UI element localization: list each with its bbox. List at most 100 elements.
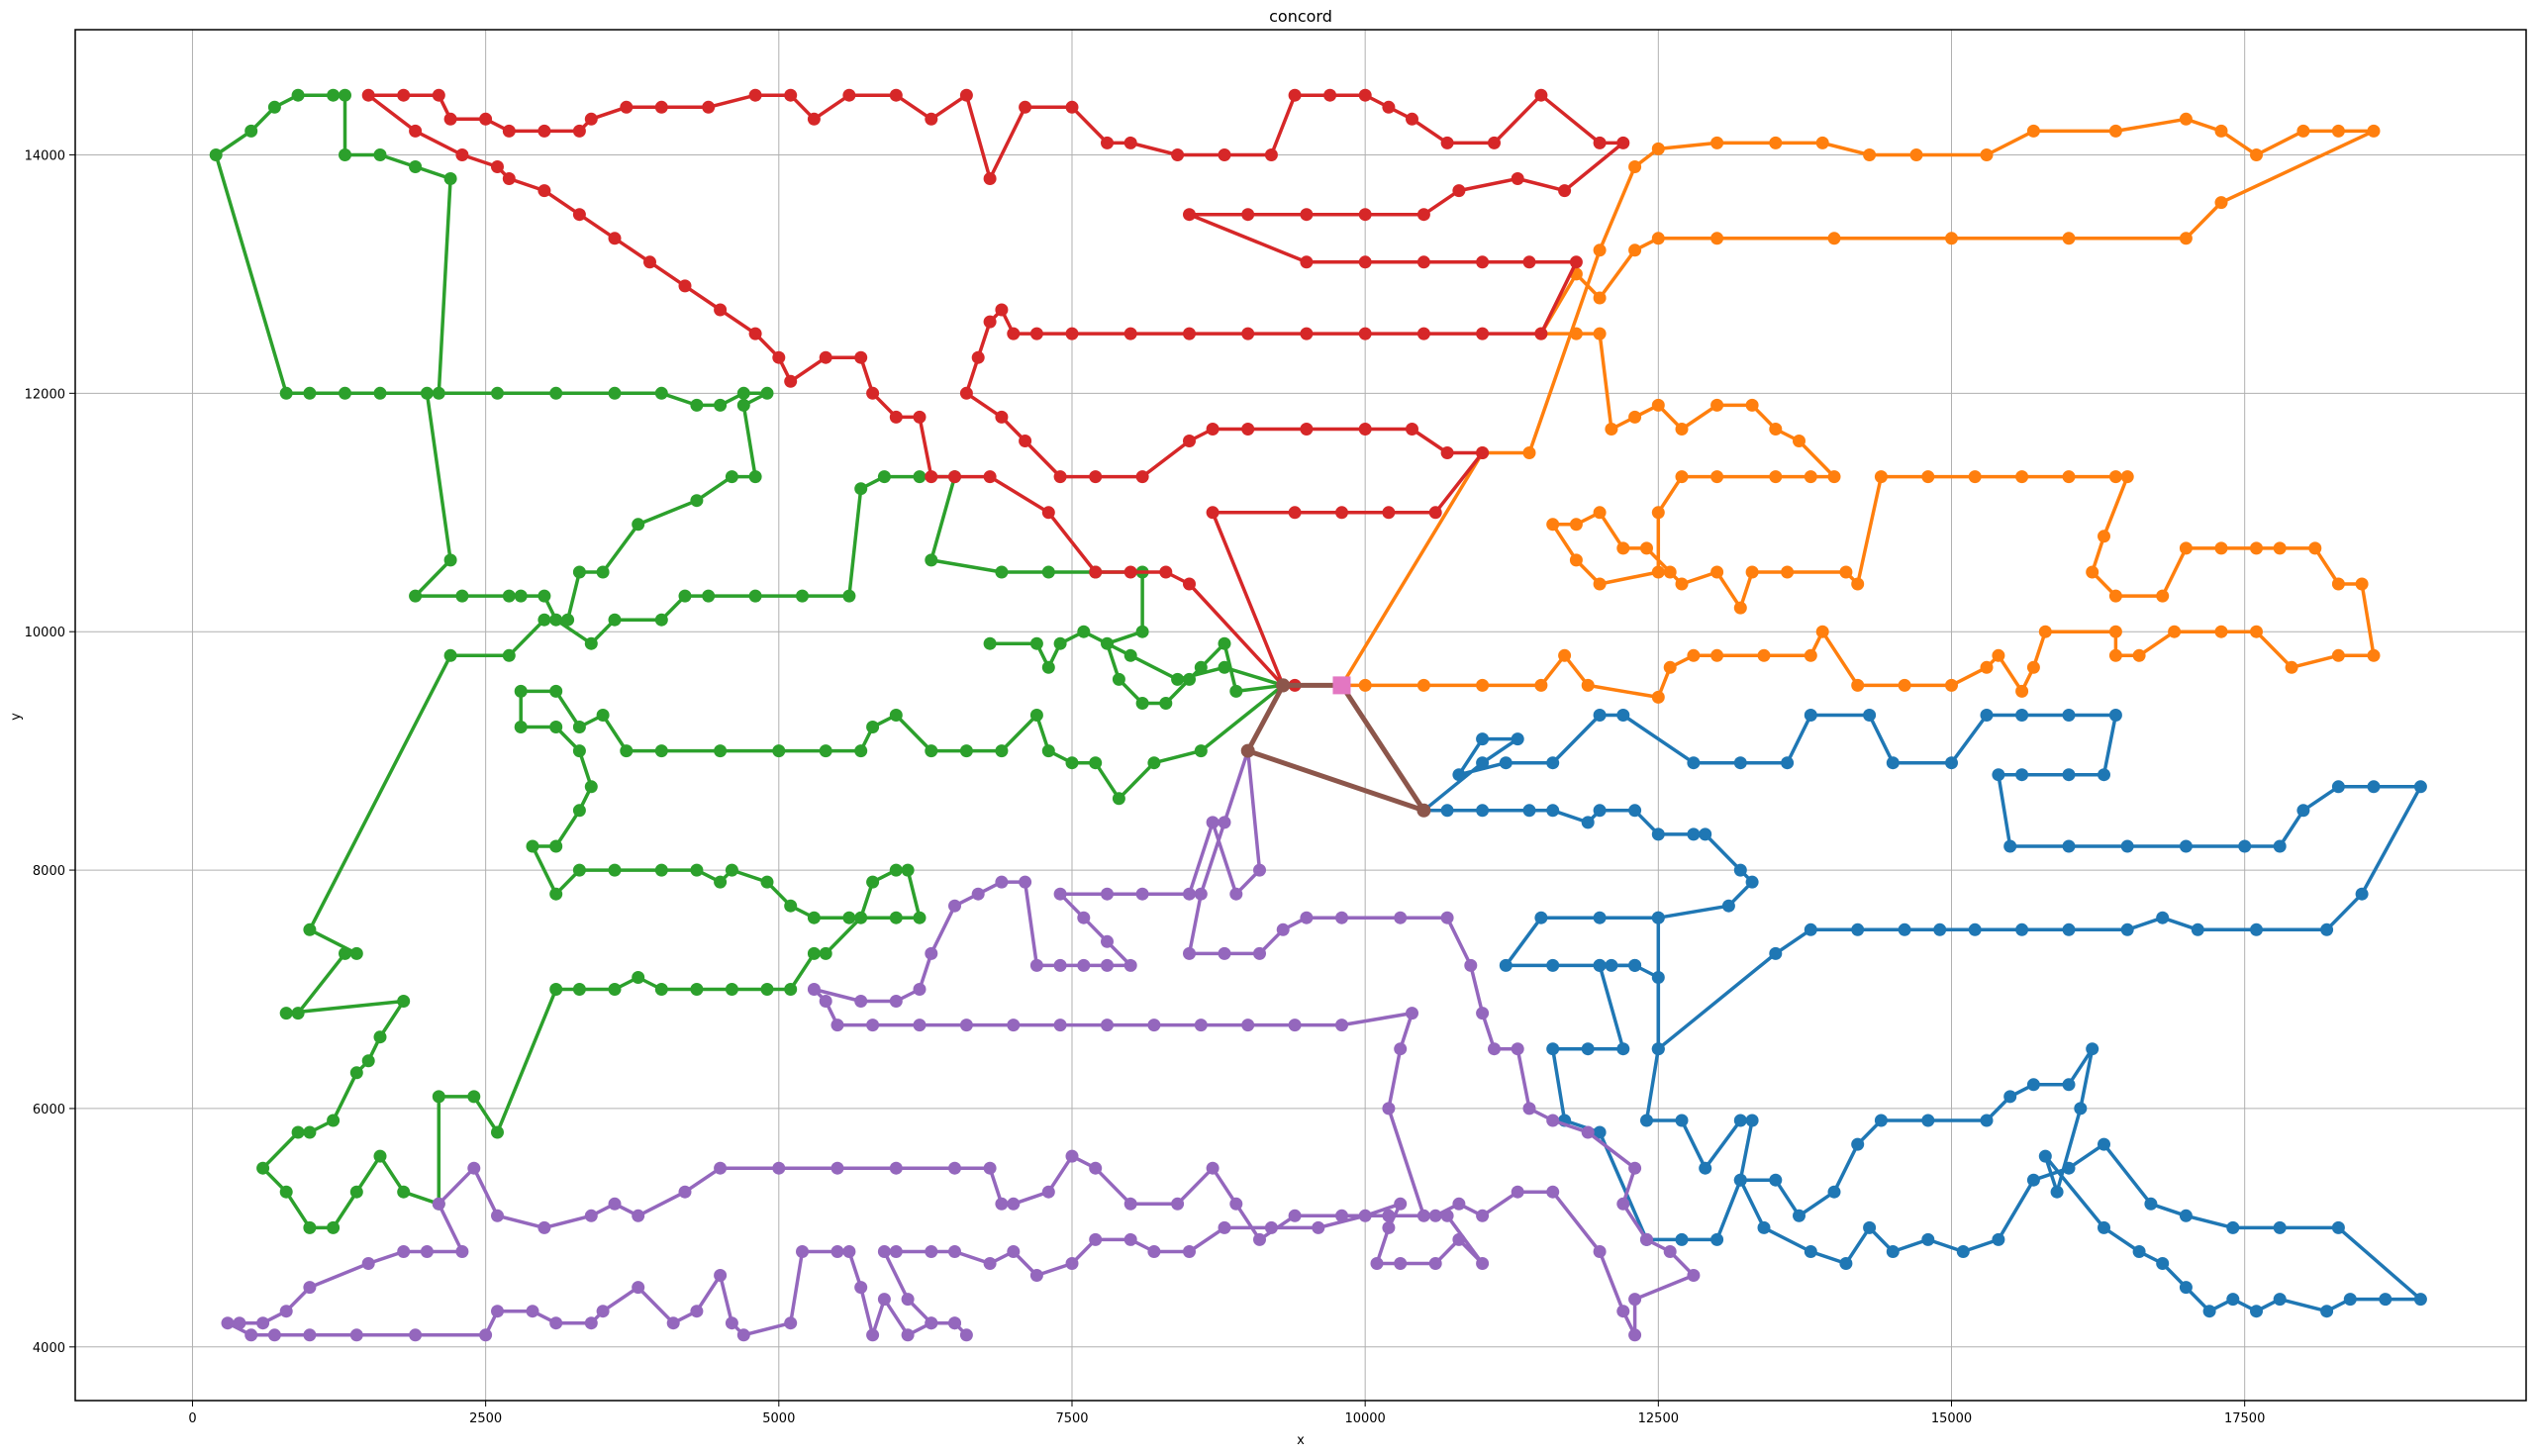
x-tick-label: 5000	[762, 1411, 795, 1426]
data-point	[748, 88, 762, 102]
data-point	[983, 172, 997, 185]
data-point	[1147, 1019, 1161, 1032]
data-point	[1628, 958, 1642, 972]
data-point	[1089, 756, 1103, 770]
data-point	[2026, 1078, 2040, 1092]
data-point	[1558, 184, 1572, 198]
data-point	[748, 470, 762, 484]
data-point	[1053, 470, 1067, 484]
data-point	[2226, 1220, 2240, 1234]
data-point	[1710, 470, 1724, 484]
data-point	[1476, 678, 1490, 692]
data-point	[1522, 255, 1536, 269]
data-point	[1745, 565, 1759, 579]
data-point	[502, 589, 516, 603]
data-point	[913, 470, 927, 484]
data-point	[1476, 446, 1490, 459]
data-point	[1406, 423, 1418, 436]
data-point	[1335, 1019, 1348, 1032]
data-point	[526, 1305, 539, 1318]
data-point	[1863, 148, 1877, 161]
data-point	[1781, 565, 1795, 579]
data-point	[1569, 518, 1583, 532]
data-point	[1194, 887, 1208, 901]
data-point	[796, 589, 809, 603]
data-point	[279, 1305, 293, 1318]
data-point	[1898, 678, 1911, 692]
data-point	[1194, 1019, 1208, 1032]
data-point	[1476, 255, 1490, 269]
data-point	[2120, 922, 2134, 936]
data-point	[714, 303, 728, 317]
data-point	[1863, 709, 1877, 722]
data-point	[1640, 1232, 1653, 1246]
data-point	[925, 112, 938, 126]
data-point	[1687, 648, 1701, 662]
data-point	[2273, 1293, 2287, 1307]
data-point	[1745, 1114, 1759, 1127]
data-point	[1593, 1125, 1607, 1139]
data-point	[1628, 1328, 1642, 1342]
data-point	[549, 887, 563, 901]
data-point	[1358, 423, 1372, 436]
data-point	[1101, 934, 1114, 948]
data-point	[1945, 756, 1958, 770]
data-point	[1628, 243, 1642, 257]
data-point	[819, 350, 832, 364]
data-point	[361, 1257, 375, 1270]
chart-title: concord	[1269, 7, 1332, 26]
data-point	[1769, 136, 1783, 149]
data-point	[1651, 398, 1665, 412]
data-point	[1452, 184, 1466, 198]
data-point	[233, 1316, 246, 1330]
data-point	[2003, 839, 2017, 853]
data-point	[1171, 148, 1185, 161]
data-point	[432, 1090, 445, 1104]
data-point	[1616, 541, 1630, 555]
data-point	[725, 470, 738, 484]
x-tick-label: 2500	[469, 1411, 502, 1426]
data-point	[349, 1328, 363, 1342]
data-point	[1300, 255, 1314, 269]
data-point	[842, 911, 856, 924]
data-point	[748, 327, 762, 340]
data-point	[1112, 672, 1125, 686]
data-point	[1687, 756, 1701, 770]
data-point	[2120, 839, 2134, 853]
data-point	[1769, 423, 1783, 436]
data-point	[1416, 208, 1430, 222]
data-point	[1382, 506, 1396, 520]
data-point	[2202, 1305, 2216, 1318]
data-point	[1546, 1042, 1560, 1056]
data-point	[443, 553, 457, 567]
data-point	[1123, 327, 1137, 340]
data-point	[1733, 756, 1747, 770]
data-point	[1992, 648, 2005, 662]
data-point	[1218, 636, 1231, 650]
data-point	[1218, 1220, 1231, 1234]
data-point	[549, 1316, 563, 1330]
data-point	[1007, 1245, 1021, 1258]
data-point	[690, 1305, 704, 1318]
data-point	[1053, 958, 1067, 972]
data-point	[1534, 678, 1548, 692]
data-point	[2413, 1293, 2427, 1307]
series-tour1	[1546, 911, 2427, 1318]
data-point	[291, 88, 305, 102]
data-point	[1663, 1245, 1677, 1258]
data-point	[1593, 506, 1607, 520]
data-point	[807, 946, 821, 960]
data-point	[339, 946, 351, 960]
data-point	[596, 709, 610, 722]
data-point	[1089, 565, 1103, 579]
data-point	[2413, 780, 2427, 794]
data-point	[2308, 541, 2322, 555]
data-point	[983, 1161, 997, 1175]
data-point	[925, 1245, 938, 1258]
data-point	[2214, 124, 2228, 138]
data-point	[1358, 1209, 1372, 1222]
y-tick-label: 14000	[25, 148, 65, 163]
data-point	[2015, 768, 2029, 782]
data-point	[303, 1328, 317, 1342]
data-point	[877, 1293, 891, 1307]
